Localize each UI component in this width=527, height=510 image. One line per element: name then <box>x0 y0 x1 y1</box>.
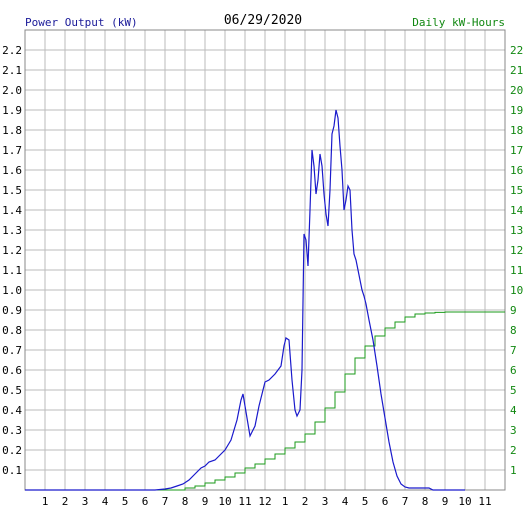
right-tick-label: 9 <box>510 304 517 317</box>
right-tick-label: 22 <box>510 44 523 57</box>
left-tick-label: 0.9 <box>2 304 22 317</box>
left-tick-label: 1.0 <box>2 284 22 297</box>
right-tick-label: 16 <box>510 164 523 177</box>
right-tick-label: 2 <box>510 444 517 457</box>
x-tick-label: 2 <box>62 495 69 508</box>
x-tick-label: 11 <box>478 495 491 508</box>
x-tick-label: 1 <box>282 495 289 508</box>
left-tick-label: 1.2 <box>2 244 22 257</box>
left-tick-label: 2.2 <box>2 44 22 57</box>
left-tick-label: 1.9 <box>2 104 22 117</box>
x-tick-labels: 1 2 3 4 5 6 7 8 9 10 11 12 1 2 3 4 5 6 7 8 9 10 11 <box>42 495 492 508</box>
left-tick-label: 0.6 <box>2 364 22 377</box>
left-tick-labels: 0.1 0.2 0.3 0.4 0.5 0.6 0.7 0.8 0.9 1.0 1.1 1.2 1.3 1… <box>2 44 22 477</box>
right-tick-label: 5 <box>510 384 517 397</box>
right-tick-label: 12 <box>510 244 523 257</box>
x-tick-label: 5 <box>362 495 369 508</box>
right-tick-label: 21 <box>510 64 523 77</box>
left-tick-label: 2.1 <box>2 64 22 77</box>
x-tick-label: 12 <box>258 495 271 508</box>
x-tick-label: 9 <box>202 495 209 508</box>
series-power-output-line <box>25 109 465 491</box>
left-tick-label: 1.4 <box>2 204 22 217</box>
x-tick-label: 8 <box>422 495 429 508</box>
x-tick-label: 10 <box>218 495 231 508</box>
plot-border <box>24 29 506 491</box>
left-axis-label: Power Output (kW) <box>25 16 138 29</box>
right-tick-label: 11 <box>510 264 523 277</box>
x-tick-label: 7 <box>402 495 409 508</box>
x-tick-label: 8 <box>182 495 189 508</box>
x-tick-label: 1 <box>42 495 49 508</box>
x-tick-label: 4 <box>102 495 109 508</box>
left-tick-label: 0.4 <box>2 404 22 417</box>
x-tick-label: 11 <box>238 495 251 508</box>
right-tick-label: 17 <box>510 144 523 157</box>
left-tick-label: 0.8 <box>2 324 22 337</box>
series-daily-kwh-line <box>25 311 505 491</box>
x-tick-label: 6 <box>142 495 149 508</box>
right-tick-label: 4 <box>510 404 517 417</box>
right-tick-label: 19 <box>510 104 523 117</box>
left-tick-label: 0.5 <box>2 384 22 397</box>
x-tick-label: 4 <box>342 495 349 508</box>
left-tick-label: 0.2 <box>2 444 22 457</box>
left-tick-label: 0.1 <box>2 464 22 477</box>
right-axis-label: Daily kW-Hours <box>412 16 505 29</box>
left-tick-label: 2.0 <box>2 84 22 97</box>
right-tick-label: 14 <box>510 204 524 217</box>
x-tick-label: 10 <box>458 495 471 508</box>
left-tick-label: 0.3 <box>2 424 22 437</box>
x-tick-label: 3 <box>322 495 329 508</box>
left-tick-label: 1.1 <box>2 264 22 277</box>
right-tick-label: 15 <box>510 184 523 197</box>
left-tick-label: 1.8 <box>2 124 22 137</box>
right-tick-label: 7 <box>510 344 517 357</box>
x-tick-label: 6 <box>382 495 389 508</box>
right-tick-label: 3 <box>510 424 517 437</box>
left-tick-label: 0.7 <box>2 344 22 357</box>
grid-lines <box>25 30 505 490</box>
x-tick-label: 7 <box>162 495 169 508</box>
right-tick-label: 20 <box>510 84 523 97</box>
x-tick-label: 9 <box>442 495 449 508</box>
chart-title: 06/29/2020 <box>224 13 302 28</box>
left-tick-label: 1.5 <box>2 184 22 197</box>
x-tick-label: 5 <box>122 495 129 508</box>
left-tick-label: 1.3 <box>2 224 22 237</box>
right-tick-label: 18 <box>510 124 523 137</box>
right-tick-label: 10 <box>510 284 523 297</box>
right-tick-label: 1 <box>510 464 517 477</box>
left-tick-label: 1.6 <box>2 164 22 177</box>
x-tick-label: 2 <box>302 495 309 508</box>
right-tick-label: 13 <box>510 224 523 237</box>
left-tick-label: 1.7 <box>2 144 22 157</box>
right-tick-label: 6 <box>510 364 517 377</box>
x-tick-label: 3 <box>82 495 89 508</box>
right-tick-label: 8 <box>510 324 517 337</box>
